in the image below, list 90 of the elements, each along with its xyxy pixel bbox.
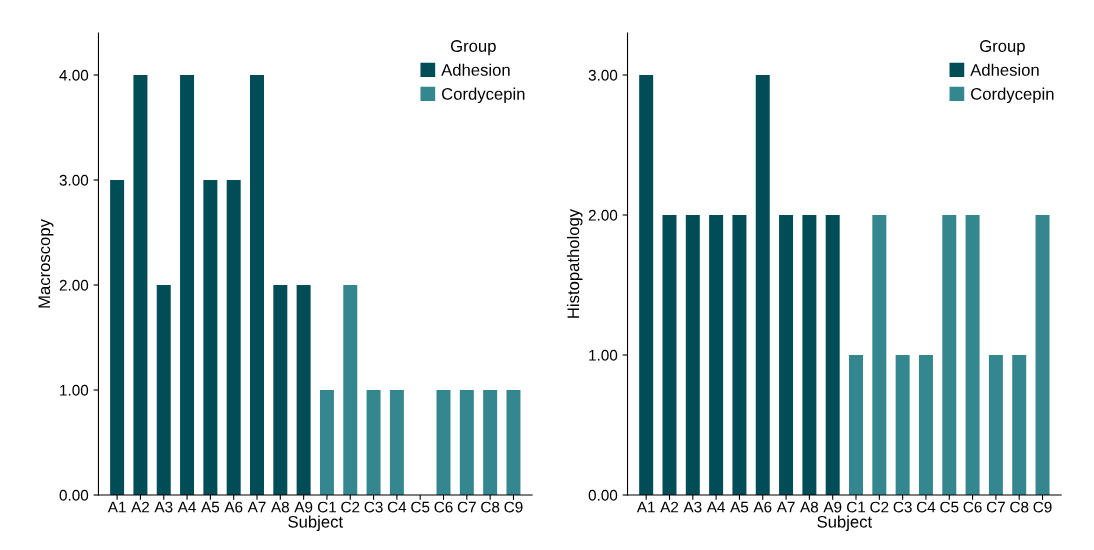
bar — [180, 75, 195, 495]
x-axis-title: Subject — [817, 515, 873, 532]
bar — [709, 215, 724, 495]
x-tick-label: C3 — [364, 501, 383, 513]
bar — [156, 285, 171, 495]
bar — [459, 390, 474, 495]
bar — [250, 75, 264, 495]
bar — [273, 285, 288, 495]
y-tick-label: 4.00 — [59, 69, 89, 81]
x-tick-label: C5 — [411, 501, 430, 513]
x-tick-label: C7 — [457, 501, 476, 513]
x-tick-label: C8 — [1010, 501, 1029, 513]
x-tick-label: C9 — [504, 501, 523, 513]
legend-label: Adhesion — [970, 63, 1039, 76]
x-tick-label: A8 — [271, 501, 289, 513]
x-tick-label: A4 — [706, 501, 726, 513]
bar — [133, 75, 148, 495]
y-tick-label: 2.00 — [59, 279, 89, 291]
x-tick-label: C8 — [481, 501, 500, 513]
legend-label: Adhesion — [441, 63, 510, 76]
x-tick-label: C4 — [387, 501, 407, 513]
bar — [436, 390, 451, 495]
bar — [942, 215, 957, 495]
x-tick-label: C2 — [341, 501, 360, 513]
y-tick-label: 1.00 — [589, 349, 618, 361]
bar — [639, 75, 654, 495]
y-tick-label: 0.00 — [588, 489, 618, 501]
x-tick-label: C4 — [916, 501, 936, 513]
x-tick-label: A7 — [247, 501, 266, 513]
legend-label: Cordycepin — [442, 87, 525, 104]
bar — [203, 180, 218, 495]
bar — [779, 215, 794, 495]
y-tick-label: 3.00 — [588, 69, 618, 81]
bar — [732, 215, 747, 495]
bar — [343, 285, 358, 495]
bar — [319, 390, 334, 495]
bar — [918, 355, 933, 495]
x-tick-label: A3 — [683, 501, 702, 513]
x-tick-label: C3 — [893, 501, 912, 513]
x-tick-label: A7 — [776, 501, 795, 513]
y-tick-label: 2.00 — [588, 209, 618, 221]
x-tick-label: C9 — [1033, 501, 1052, 513]
x-tick-label: A5 — [201, 501, 220, 513]
bar — [1035, 215, 1050, 495]
bar — [226, 180, 241, 495]
x-axis-title: Subject — [288, 515, 343, 532]
x-tick-label: C7 — [986, 501, 1005, 513]
bar — [825, 215, 840, 495]
y-tick-label: 1.00 — [60, 384, 89, 396]
bar — [849, 355, 863, 495]
legend-title: Group — [980, 40, 1025, 56]
bar — [965, 215, 980, 495]
x-tick-label: A2 — [660, 501, 679, 513]
bar — [685, 215, 700, 495]
x-tick-label: C5 — [940, 501, 959, 513]
bar — [506, 390, 521, 495]
x-tick-label: C6 — [434, 501, 453, 513]
bar — [895, 355, 910, 495]
x-tick-label: A1 — [107, 501, 126, 513]
x-tick-label: A9 — [823, 501, 842, 513]
legend-label: Cordycepin — [971, 87, 1054, 104]
y-axis-title: Histopathology — [566, 208, 583, 318]
y-axis-title: Macroscopy — [38, 219, 54, 308]
bar — [389, 390, 404, 495]
bar — [1012, 355, 1027, 495]
x-tick-label: A6 — [224, 501, 243, 513]
y-tick-label: 3.00 — [59, 174, 89, 186]
x-tick-label: A8 — [800, 501, 819, 513]
bar — [872, 215, 887, 495]
x-tick-label: A4 — [177, 501, 196, 513]
legend-title: Group — [450, 40, 496, 56]
bar — [366, 390, 381, 495]
bar — [483, 390, 498, 495]
y-tick-label: 0.00 — [59, 489, 89, 501]
bar — [110, 180, 125, 495]
x-tick-label: A6 — [753, 501, 772, 513]
bar — [755, 75, 770, 495]
bar — [296, 285, 311, 495]
x-tick-label: C2 — [870, 501, 889, 513]
x-tick-label: A5 — [730, 501, 749, 513]
x-tick-label: A9 — [294, 501, 313, 513]
bar — [988, 355, 1003, 495]
x-tick-label: C1 — [847, 501, 866, 513]
x-tick-label: A3 — [154, 501, 173, 513]
x-tick-label: C1 — [317, 501, 336, 513]
x-tick-label: C6 — [963, 501, 982, 513]
x-tick-label: A2 — [131, 501, 149, 513]
x-tick-label: A1 — [636, 501, 655, 513]
bar — [662, 215, 677, 495]
bar — [802, 215, 817, 495]
